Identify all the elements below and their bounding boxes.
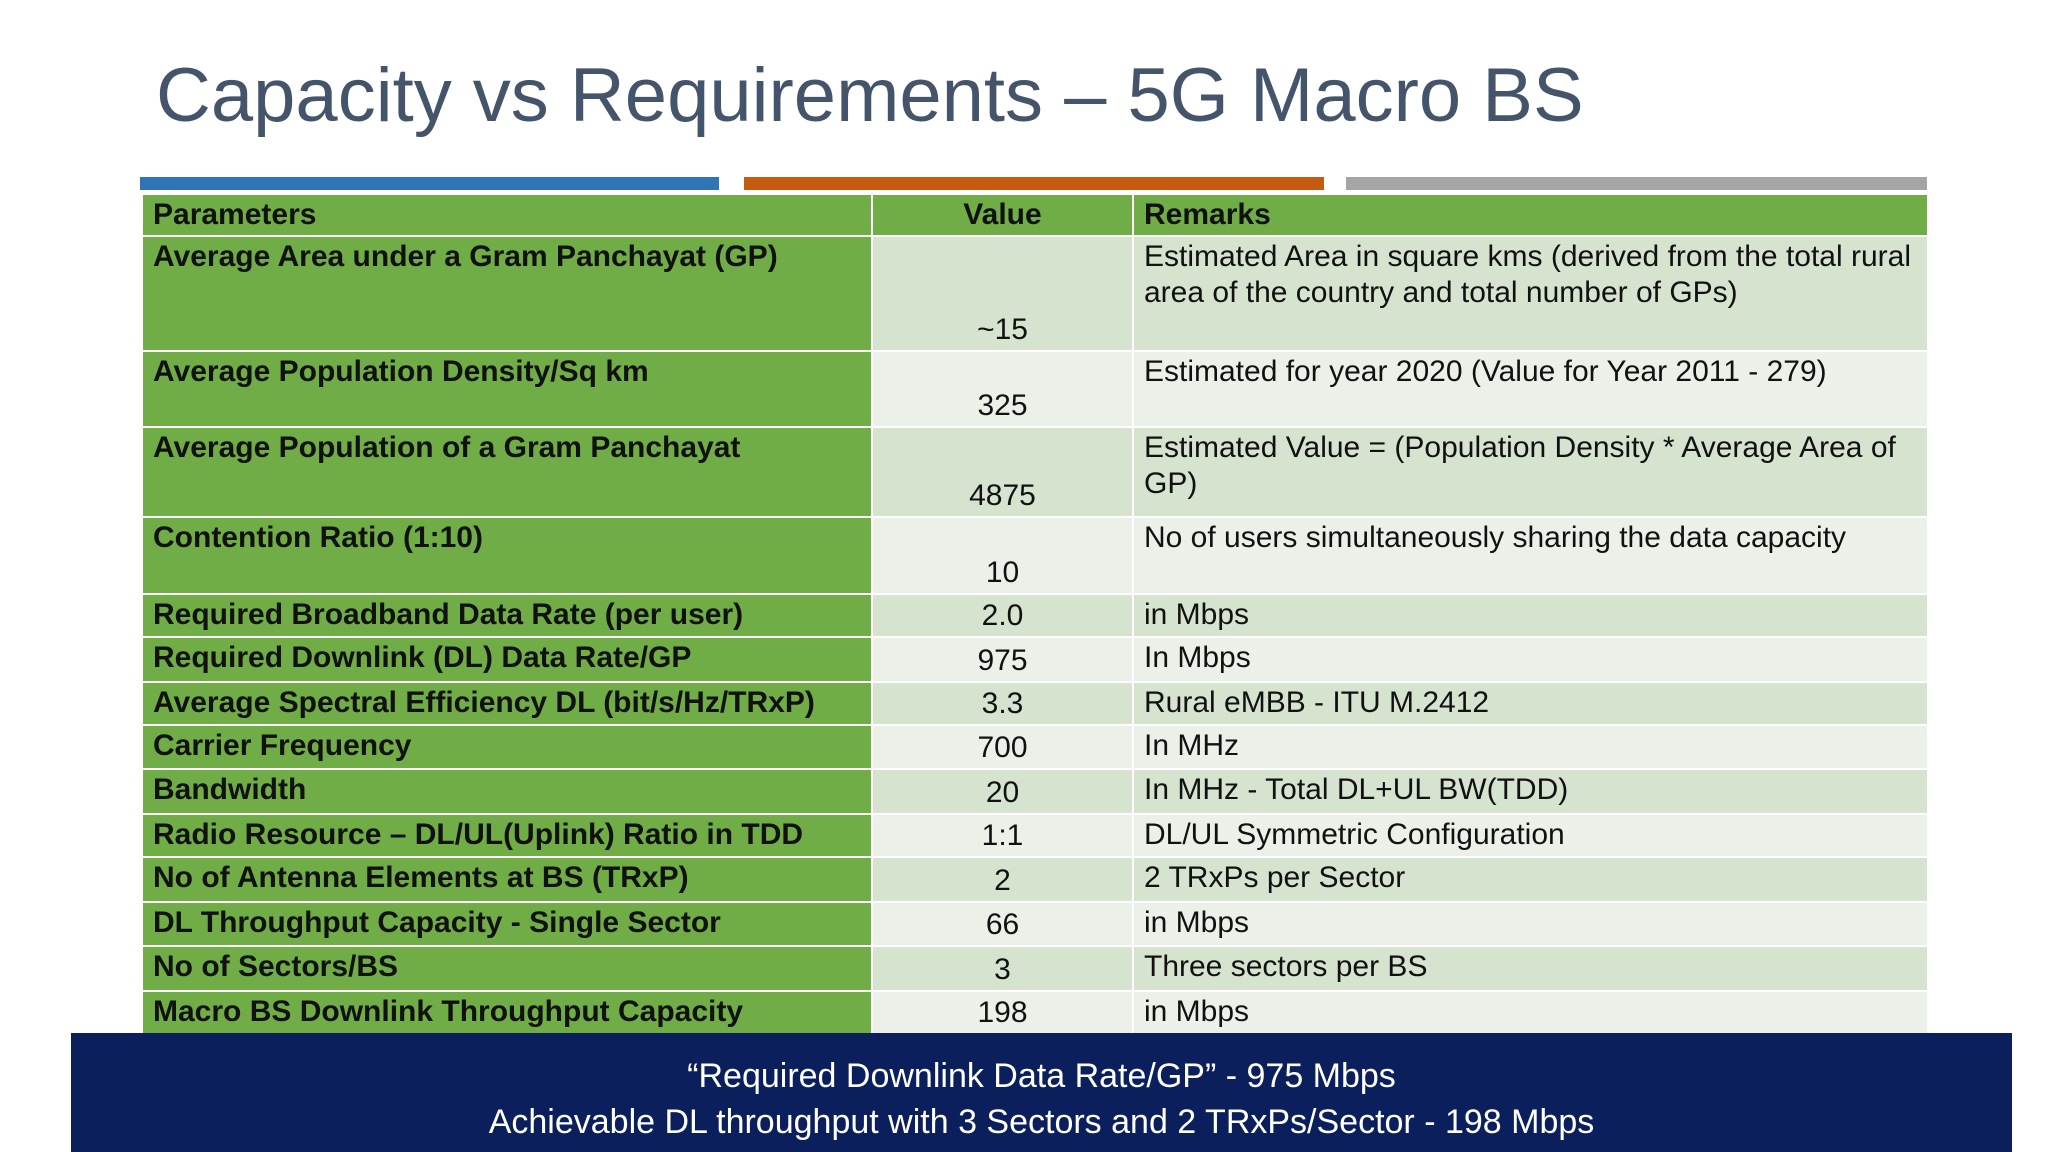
table-row: Required Broadband Data Rate (per user) 2… [141, 593, 1929, 638]
remark-cell: Rural eMBB - ITU M.2412 [1132, 681, 1929, 726]
remark-cell: Estimated Area in square kms (derived fr… [1132, 235, 1929, 352]
value-cell: 20 [871, 768, 1134, 815]
parameter-cell: Average Spectral Efficiency DL (bit/s/Hz… [141, 681, 873, 726]
value-cell: 975 [871, 636, 1134, 683]
remark-cell: Three sectors per BS [1132, 945, 1929, 992]
remark-cell: In MHz - Total DL+UL BW(TDD) [1132, 768, 1929, 815]
footer-line: Achievable DL throughput with 3 Sectors … [488, 1103, 1595, 1141]
value-cell: 2 [871, 856, 1134, 903]
table-row: No of Antenna Elements at BS (TRxP) 2 2 TR… [141, 856, 1929, 903]
capacity-table: Parameters Value Remarks Average Area un… [141, 193, 1929, 1035]
table-row: Average Population of a Gram Panchayat 48… [141, 426, 1929, 518]
footer-banner: “Required Downlink Data Rate/GP” - 975 M… [71, 1033, 2012, 1152]
table-row: Carrier Frequency 700 In MHz [141, 724, 1929, 770]
value-cell: 198 [871, 990, 1134, 1035]
parameter-cell: Average Population of a Gram Panchayat [141, 426, 873, 518]
accent-bar [744, 177, 1324, 190]
table-row: Bandwidth 20 In MHz - Total DL+UL BW(TDD) [141, 768, 1929, 815]
value-cell: 3 [871, 945, 1134, 992]
header-cell: Remarks [1132, 193, 1929, 237]
remark-cell: No of users simultaneously sharing the d… [1132, 516, 1929, 595]
table-row: Required Downlink (DL) Data Rate/GP 975 In… [141, 636, 1929, 683]
table-row: Macro BS Downlink Throughput Capacity 198… [141, 990, 1929, 1035]
table-body: Average Area under a Gram Panchayat (GP)… [141, 235, 1929, 1035]
footer-line: “Required Downlink Data Rate/GP” - 975 M… [687, 1057, 1396, 1095]
parameter-cell: Average Population Density/Sq km [141, 350, 873, 428]
table-row: Average Area under a Gram Panchayat (GP)… [141, 235, 1929, 352]
parameter-cell: Contention Ratio (1:10) [141, 516, 873, 595]
remark-cell: 2 TRxPs per Sector [1132, 856, 1929, 903]
table-row: Average Population Density/Sq km 325 Estim… [141, 350, 1929, 428]
value-cell: ~15 [871, 235, 1134, 352]
value-cell: 2.0 [871, 593, 1134, 638]
parameter-cell: Average Area under a Gram Panchayat (GP) [141, 235, 873, 352]
value-cell: 700 [871, 724, 1134, 770]
value-cell: 325 [871, 350, 1134, 428]
parameter-cell: Required Downlink (DL) Data Rate/GP [141, 636, 873, 683]
header-row: Parameters Value Remarks [141, 193, 1929, 237]
accent-bar [140, 177, 719, 190]
value-cell: 10 [871, 516, 1134, 595]
value-cell: 4875 [871, 426, 1134, 518]
table-row: DL Throughput Capacity - Single Sector 66… [141, 901, 1929, 947]
parameter-cell: Radio Resource – DL/UL(Uplink) Ratio in … [141, 813, 873, 858]
parameter-cell: Macro BS Downlink Throughput Capacity [141, 990, 873, 1035]
remark-cell: In MHz [1132, 724, 1929, 770]
table-row: No of Sectors/BS 3 Three sectors per BS [141, 945, 1929, 992]
slide-title: Capacity vs Requirements – 5G Macro BS [156, 53, 1584, 138]
value-cell: 3.3 [871, 681, 1134, 726]
remark-cell: Estimated for year 2020 (Value for Year … [1132, 350, 1929, 428]
accent-bar [1346, 177, 1927, 190]
header-cell: Value [871, 193, 1134, 237]
header-cell: Parameters [141, 193, 873, 237]
remark-cell: in Mbps [1132, 990, 1929, 1035]
parameter-cell: Required Broadband Data Rate (per user) [141, 593, 873, 638]
table-row: Radio Resource – DL/UL(Uplink) Ratio in … [141, 813, 1929, 858]
remark-cell: DL/UL Symmetric Configuration [1132, 813, 1929, 858]
remark-cell: In Mbps [1132, 636, 1929, 683]
remark-cell: in Mbps [1132, 901, 1929, 947]
value-cell: 66 [871, 901, 1134, 947]
remark-cell: in Mbps [1132, 593, 1929, 638]
parameter-cell: Bandwidth [141, 768, 873, 815]
parameter-cell: DL Throughput Capacity - Single Sector [141, 901, 873, 947]
parameter-cell: Carrier Frequency [141, 724, 873, 770]
value-cell: 1:1 [871, 813, 1134, 858]
parameter-cell: No of Antenna Elements at BS (TRxP) [141, 856, 873, 903]
remark-cell: Estimated Value = (Population Density * … [1132, 426, 1929, 518]
parameter-cell: No of Sectors/BS [141, 945, 873, 992]
table-row: Contention Ratio (1:10) 10 No of users sim… [141, 516, 1929, 595]
table-row: Average Spectral Efficiency DL (bit/s/Hz… [141, 681, 1929, 726]
